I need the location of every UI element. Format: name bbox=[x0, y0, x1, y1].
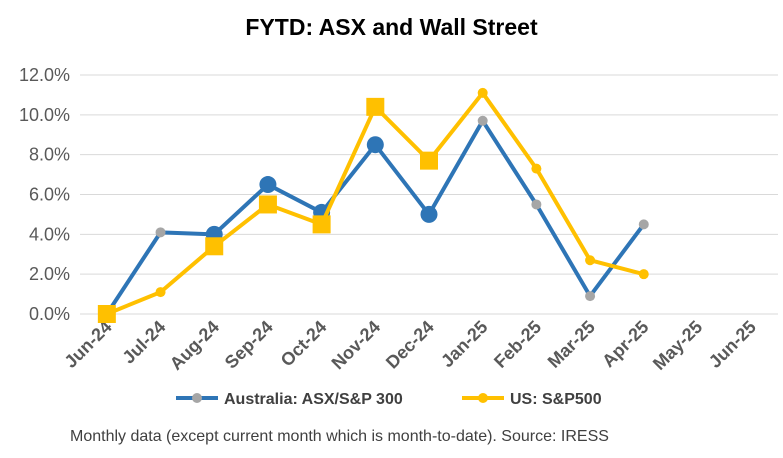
data-point bbox=[585, 255, 596, 266]
data-point bbox=[585, 291, 596, 302]
x-tick-label: May-25 bbox=[649, 317, 706, 374]
x-tick-label: Sep-24 bbox=[221, 317, 277, 373]
x-tick-label: Nov-24 bbox=[328, 317, 385, 374]
data-point bbox=[531, 163, 542, 174]
y-tick-label: 0.0% bbox=[29, 304, 70, 324]
data-point bbox=[258, 195, 277, 214]
data-point bbox=[531, 199, 542, 210]
data-point bbox=[205, 237, 224, 256]
y-tick-label: 12.0% bbox=[19, 65, 70, 85]
data-point bbox=[366, 136, 384, 154]
y-tick-label: 4.0% bbox=[29, 224, 70, 244]
x-tick-label: Apr-25 bbox=[598, 317, 652, 371]
legend-label: US: S&P500 bbox=[510, 391, 602, 408]
data-point bbox=[366, 97, 385, 116]
x-tick-label: Jan-25 bbox=[437, 317, 491, 371]
data-point bbox=[155, 287, 166, 298]
data-point bbox=[420, 205, 438, 223]
y-tick-label: 2.0% bbox=[29, 264, 70, 284]
data-point bbox=[420, 151, 438, 170]
x-tick-label: Jun-24 bbox=[60, 317, 115, 372]
x-tick-label: Feb-25 bbox=[490, 317, 545, 372]
data-point bbox=[259, 176, 277, 194]
y-tick-label: 10.0% bbox=[19, 105, 70, 125]
data-point bbox=[638, 219, 649, 230]
data-point bbox=[477, 115, 488, 126]
x-tick-label: Aug-24 bbox=[166, 317, 223, 374]
legend-marker bbox=[478, 393, 488, 403]
data-point bbox=[638, 269, 649, 280]
legend-marker bbox=[192, 393, 202, 403]
data-point bbox=[477, 87, 488, 98]
x-tick-label: Oct-24 bbox=[277, 317, 331, 371]
x-tick-label: Jun-25 bbox=[705, 317, 760, 372]
chart-title: FYTD: ASX and Wall Street bbox=[245, 14, 538, 40]
data-point bbox=[97, 305, 116, 323]
y-tick-label: 6.0% bbox=[29, 185, 70, 205]
data-point bbox=[312, 215, 331, 234]
chart-footnote: Monthly data (except current month which… bbox=[70, 428, 609, 445]
legend-label: Australia: ASX/S&P 300 bbox=[224, 391, 403, 408]
data-point bbox=[155, 227, 166, 238]
x-tick-label: Mar-25 bbox=[544, 317, 599, 372]
x-tick-label: Dec-24 bbox=[382, 317, 438, 373]
series-line bbox=[106, 90, 645, 316]
y-tick-label: 8.0% bbox=[29, 145, 70, 165]
x-tick-label: Jul-24 bbox=[118, 317, 169, 368]
